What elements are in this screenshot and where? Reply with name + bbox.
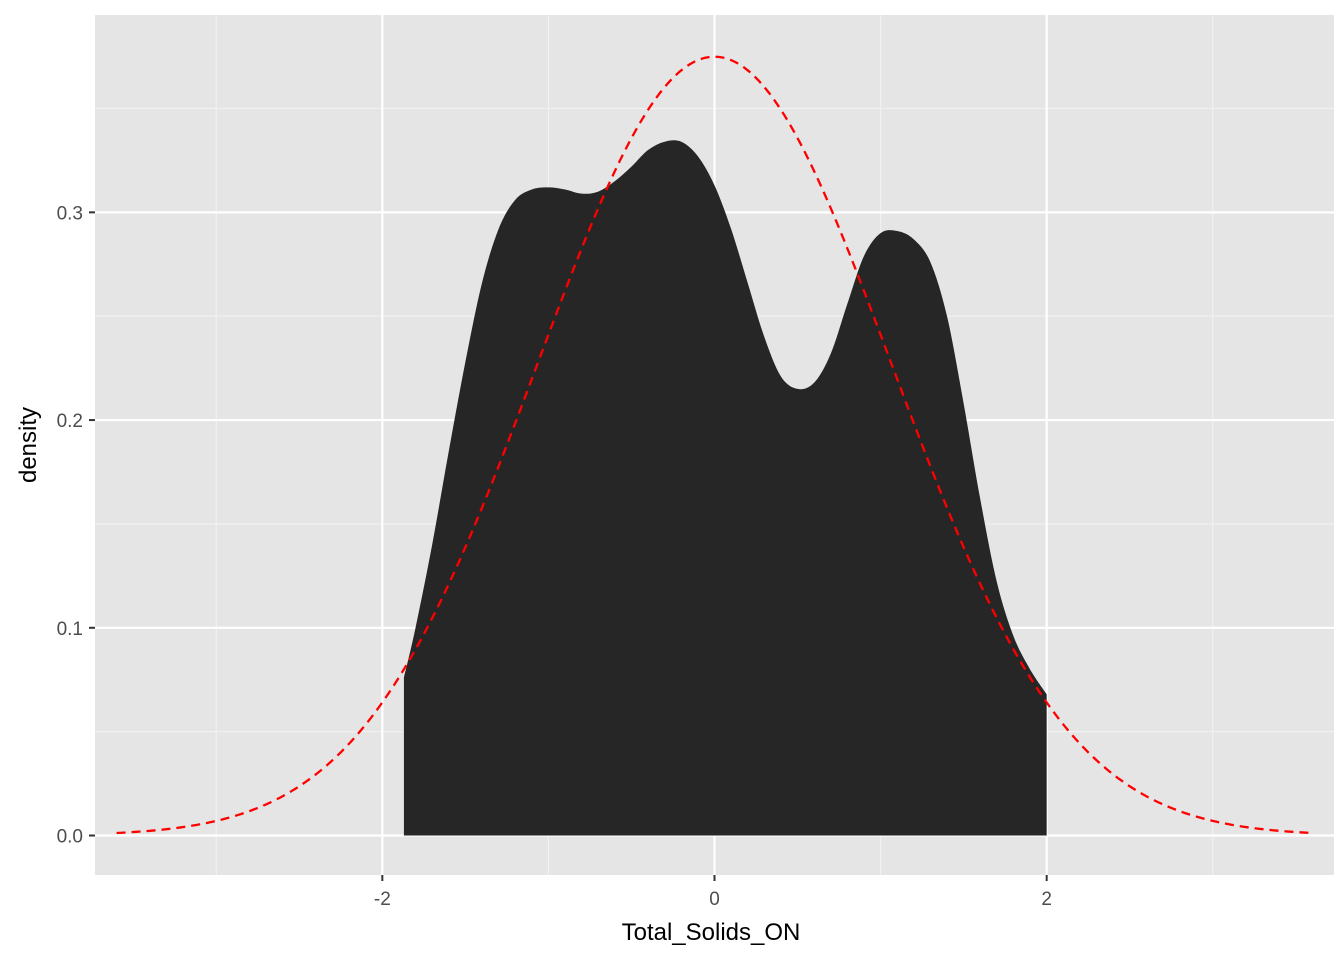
x-tick-label: 0 (709, 889, 720, 910)
x-tick-label: -2 (374, 889, 391, 910)
y-tick-label: 0.1 (57, 619, 83, 640)
y-tick-label: 0.2 (57, 411, 83, 432)
y-tick-label: 0.3 (57, 203, 83, 224)
normal-curve-line (116, 55, 1313, 835)
y-axis-ticks: 0.0 0.1 0.2 0.3 (57, 203, 95, 848)
x-axis-title: Total_Solids_ON (622, 919, 801, 946)
x-axis-ticks: -2 0 2 (374, 875, 1052, 910)
y-axis-title: density (15, 407, 42, 483)
y-tick-label: 0.0 (57, 827, 83, 848)
x-tick-label: 2 (1041, 889, 1052, 910)
density-area (403, 140, 1047, 836)
